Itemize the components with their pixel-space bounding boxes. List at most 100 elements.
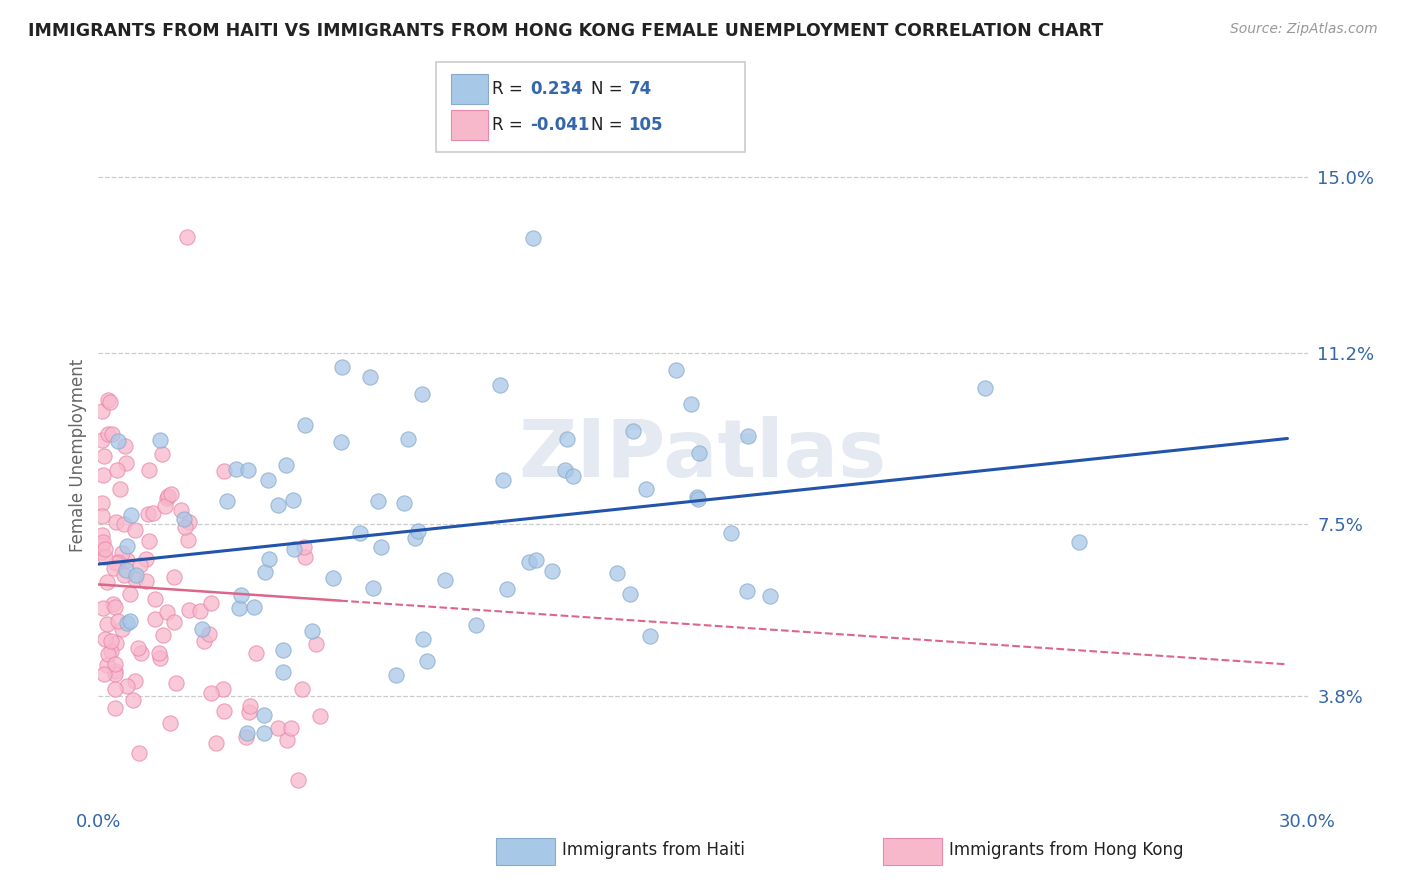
Point <box>124 572 146 586</box>
Point <box>155 499 177 513</box>
Point <box>283 541 305 556</box>
Point <box>94 542 117 557</box>
Point <box>105 556 128 570</box>
Point <box>120 508 142 523</box>
Point <box>152 628 174 642</box>
Point <box>104 664 127 678</box>
Point <box>370 540 392 554</box>
Point <box>97 393 120 408</box>
Point <box>93 667 115 681</box>
Point <box>93 549 115 564</box>
Point <box>974 381 997 395</box>
Point <box>236 726 259 740</box>
Point <box>177 533 200 547</box>
Point <box>129 558 152 572</box>
Point <box>253 726 276 740</box>
Point <box>276 458 298 472</box>
Point <box>406 524 429 538</box>
Point <box>554 463 576 477</box>
Point <box>245 646 267 660</box>
Point <box>156 606 179 620</box>
Point <box>322 571 344 585</box>
Point <box>212 704 235 718</box>
Point <box>759 589 782 603</box>
Point <box>104 682 127 697</box>
Point <box>193 634 215 648</box>
Point <box>101 426 124 441</box>
Point <box>398 432 420 446</box>
Point <box>111 546 134 560</box>
Point <box>720 525 742 540</box>
Point <box>205 736 228 750</box>
Point <box>392 495 415 509</box>
Point <box>228 601 250 615</box>
Point <box>271 643 294 657</box>
Point <box>465 617 488 632</box>
Point <box>257 551 280 566</box>
Point <box>412 632 434 647</box>
Point <box>118 587 141 601</box>
Point <box>434 573 457 587</box>
Point <box>294 417 316 432</box>
Point <box>735 584 758 599</box>
Point <box>411 387 433 401</box>
Point <box>291 682 314 697</box>
Point <box>96 617 118 632</box>
Point <box>541 564 564 578</box>
Point <box>150 447 173 461</box>
Point <box>212 681 235 696</box>
Point <box>686 491 709 505</box>
Text: 74: 74 <box>628 80 652 98</box>
Point <box>138 533 160 548</box>
Point <box>91 467 114 482</box>
Point <box>235 731 257 745</box>
Point <box>253 565 276 579</box>
Point <box>96 658 118 673</box>
Point <box>638 629 661 643</box>
Point <box>98 394 121 409</box>
Point <box>143 591 166 606</box>
Point <box>115 562 138 576</box>
Point <box>118 615 141 629</box>
Point <box>157 489 180 503</box>
Point <box>555 432 578 446</box>
Point <box>103 561 125 575</box>
Point <box>93 449 115 463</box>
Text: IMMIGRANTS FROM HAITI VS IMMIGRANTS FROM HONG KONG FEMALE UNEMPLOYMENT CORRELATI: IMMIGRANTS FROM HAITI VS IMMIGRANTS FROM… <box>28 22 1104 40</box>
Point <box>280 721 302 735</box>
Point <box>100 634 122 648</box>
Point <box>91 535 114 549</box>
Point <box>163 615 186 629</box>
Point <box>287 772 309 787</box>
Point <box>200 685 222 699</box>
Point <box>127 641 149 656</box>
Point <box>138 463 160 477</box>
Point <box>231 588 253 602</box>
Point <box>124 523 146 537</box>
Point <box>103 657 125 671</box>
Point <box>135 552 157 566</box>
Point <box>115 616 138 631</box>
Point <box>156 491 179 505</box>
Point <box>198 626 221 640</box>
Point <box>142 506 165 520</box>
Point <box>267 498 290 512</box>
Point <box>349 526 371 541</box>
Point <box>562 469 585 483</box>
Point <box>148 647 170 661</box>
Point <box>301 624 323 638</box>
Point <box>114 439 136 453</box>
Point <box>91 434 114 448</box>
Point <box>281 493 304 508</box>
Point <box>179 515 201 529</box>
Point <box>165 676 187 690</box>
Point <box>416 654 439 668</box>
Point <box>104 636 127 650</box>
Point <box>170 503 193 517</box>
Point <box>522 231 544 245</box>
Point <box>94 632 117 646</box>
Point <box>124 673 146 688</box>
Point <box>404 531 426 545</box>
Point <box>276 733 298 747</box>
Point <box>104 666 127 681</box>
